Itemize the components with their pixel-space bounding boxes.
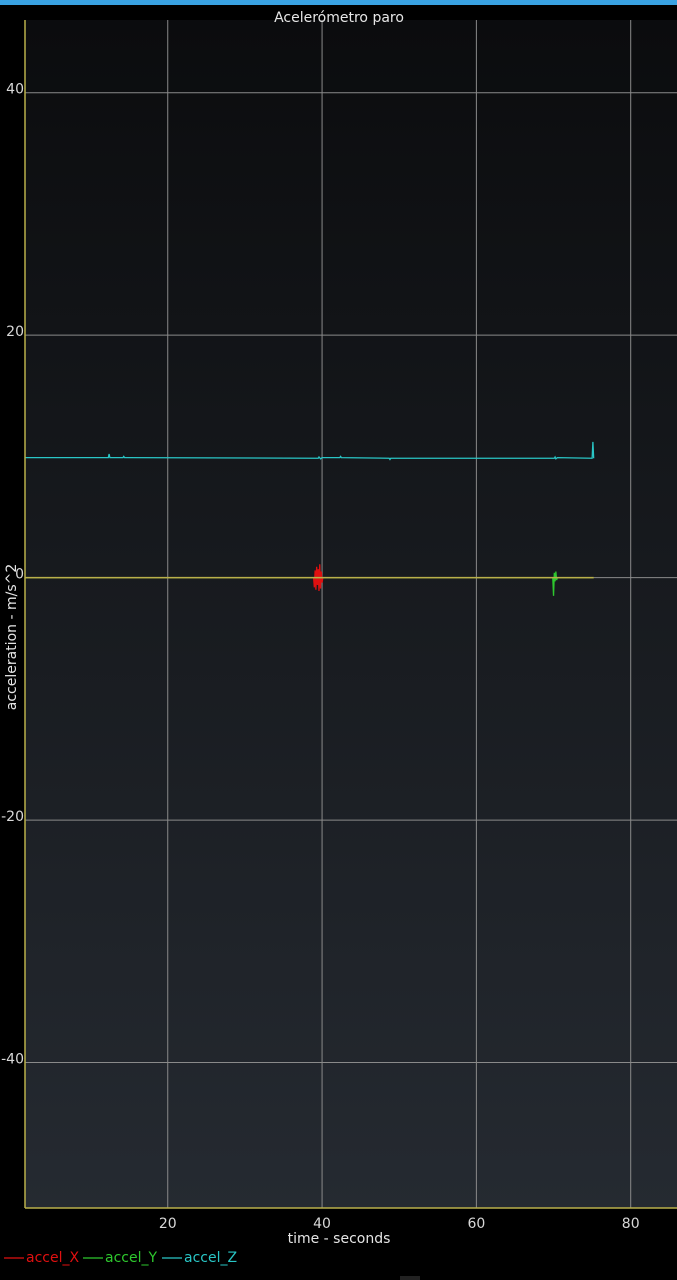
x-tick-label: 20 — [159, 1216, 177, 1232]
y-tick-label: 20 — [6, 324, 24, 340]
y-tick-label: -40 — [1, 1052, 24, 1068]
legend-label-accel_Y: accel_Y — [105, 1250, 157, 1266]
x-tick-label: 60 — [467, 1216, 485, 1232]
accent-bar — [0, 0, 677, 5]
tick-labels: 20 40 60 80 40 20 0 -20 -40 — [1, 82, 639, 1232]
x-tick-label: 40 — [313, 1216, 331, 1232]
plot-area — [25, 20, 677, 1208]
chart-title: Acelerómetro paro — [274, 10, 404, 26]
legend-label-accel_X: accel_X — [26, 1250, 79, 1266]
y-tick-label: -20 — [1, 809, 24, 825]
y-axis-title: acceleration - m/s^2 — [4, 564, 20, 710]
grid — [25, 20, 677, 1208]
legend: accel_X accel_Y accel_Z — [4, 1250, 237, 1266]
series-line-accel_X — [25, 564, 594, 591]
y-tick-label: 0 — [15, 567, 24, 583]
nav-hint — [400, 1276, 420, 1280]
axes — [24, 20, 677, 1209]
legend-label-accel_Z: accel_Z — [184, 1250, 237, 1266]
x-axis-title: time - seconds — [288, 1231, 391, 1247]
y-tick-label: 40 — [6, 82, 24, 98]
series-line-accel_Z — [25, 441, 595, 461]
x-tick-label: 80 — [622, 1216, 640, 1232]
series-line-accel_Y — [25, 571, 594, 596]
series-group — [25, 441, 595, 596]
